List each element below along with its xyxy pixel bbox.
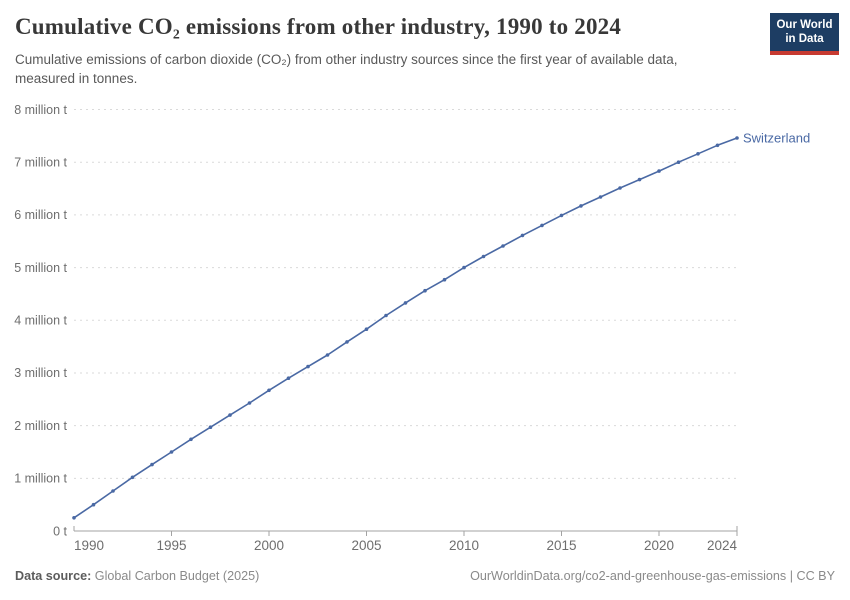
data-point[interactable] — [286, 376, 291, 381]
y-tick-label: 3 million t — [14, 366, 67, 380]
data-point[interactable] — [618, 186, 622, 190]
data-point[interactable] — [150, 462, 154, 467]
x-tick-label: 2015 — [546, 538, 576, 553]
data-point[interactable] — [579, 204, 583, 208]
data-point[interactable] — [403, 301, 408, 305]
data-point[interactable] — [423, 288, 427, 293]
subtitle-line-1: Cumulative emissions of carbon dioxide (… — [15, 52, 678, 67]
data-source-label: Data source: — [15, 569, 92, 583]
series-line[interactable] — [73, 137, 738, 519]
x-tick-label: 1995 — [156, 538, 186, 553]
owid-logo-line-2: in Data — [785, 32, 824, 45]
data-point[interactable] — [189, 437, 193, 442]
data-point[interactable] — [364, 327, 369, 332]
data-point[interactable] — [442, 277, 447, 282]
data-point[interactable] — [540, 223, 544, 228]
data-point[interactable] — [735, 136, 739, 140]
y-tick-label: 6 million t — [14, 208, 67, 222]
data-point[interactable] — [247, 401, 252, 405]
y-tick-label: 0 t — [53, 524, 67, 538]
data-point[interactable] — [72, 516, 76, 520]
data-point[interactable] — [306, 364, 310, 369]
owid-logo[interactable]: Our World in Data — [770, 13, 839, 55]
x-tick-label: 2005 — [351, 538, 381, 553]
data-point[interactable] — [637, 177, 642, 182]
x-tick-label: 1990 — [74, 538, 104, 553]
data-point[interactable] — [208, 425, 213, 430]
data-point[interactable] — [696, 152, 700, 156]
subtitle-line-2: measured in tonnes. — [15, 71, 138, 86]
data-point[interactable] — [325, 353, 330, 357]
chart-title: Cumulative CO₂ emissions from other indu… — [15, 14, 622, 39]
data-point[interactable] — [598, 195, 603, 199]
data-point[interactable] — [267, 388, 271, 393]
data-point[interactable] — [657, 169, 661, 173]
data-point[interactable] — [520, 233, 525, 238]
data-point[interactable] — [501, 244, 505, 248]
series-label-switzerland[interactable]: Switzerland — [743, 130, 810, 145]
y-tick-label: 1 million t — [14, 472, 67, 486]
data-point[interactable] — [130, 475, 135, 480]
data-source[interactable]: Data source: Global Carbon Budget (2025) — [15, 569, 259, 583]
y-tick-label: 5 million t — [14, 261, 67, 275]
data-point[interactable] — [715, 143, 720, 148]
owid-logo-line-1: Our World — [776, 19, 833, 31]
x-tick-label: 2020 — [644, 538, 674, 553]
x-tick-label: 2010 — [449, 538, 479, 553]
credit-link[interactable]: OurWorldinData.org/co2-and-greenhouse-ga… — [470, 569, 835, 583]
data-point[interactable] — [345, 340, 349, 344]
y-tick-label: 8 million t — [14, 103, 67, 117]
y-tick-label: 2 million t — [14, 419, 67, 433]
chart-footer: Data source: Global Carbon Budget (2025)… — [15, 569, 835, 583]
data-point[interactable] — [228, 413, 232, 417]
data-point[interactable] — [559, 213, 564, 218]
y-tick-label: 4 million t — [14, 314, 67, 328]
data-point[interactable] — [169, 450, 174, 454]
y-tick-label: 7 million t — [14, 155, 67, 169]
data-point[interactable] — [481, 254, 486, 259]
chart-subtitle: Cumulative emissions of carbon dioxide (… — [15, 50, 755, 88]
x-tick-label: 2000 — [254, 538, 284, 553]
data-point[interactable] — [111, 489, 115, 493]
data-point[interactable] — [462, 265, 466, 270]
x-tick-label: 2024 — [707, 538, 738, 553]
data-point[interactable] — [676, 160, 681, 164]
data-source-value[interactable]: Global Carbon Budget (2025) — [94, 569, 260, 583]
data-point[interactable] — [91, 502, 96, 507]
data-point[interactable] — [384, 313, 388, 318]
